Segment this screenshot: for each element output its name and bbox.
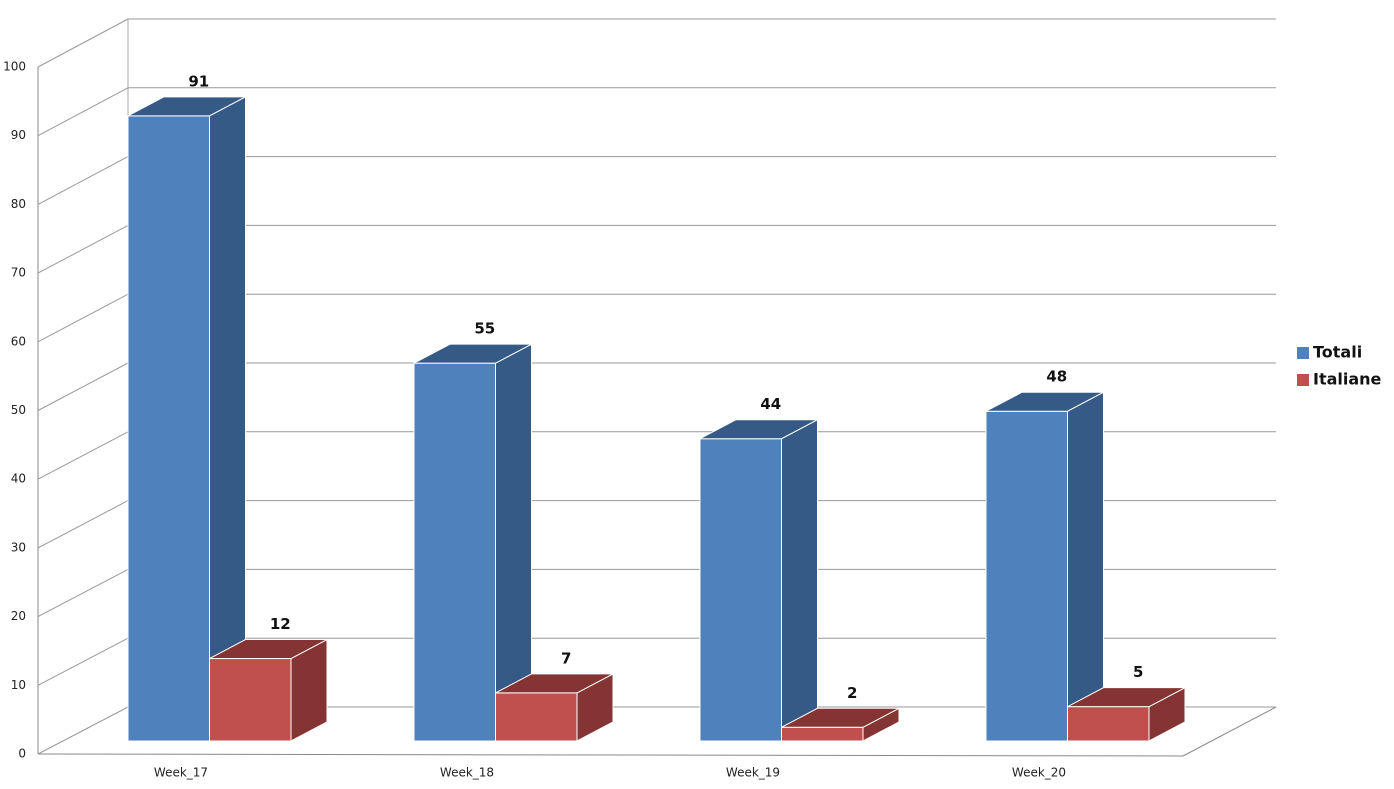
grid-line-side [37, 362, 129, 411]
bar-top [127, 96, 246, 117]
data-label: 5 [1133, 663, 1143, 681]
x-tick-label: Week_19 [726, 766, 780, 780]
y-tick-label: 90 [11, 128, 26, 142]
grid-line-side [37, 224, 129, 274]
legend-swatch [1297, 347, 1309, 359]
y-tick-label: 10 [11, 678, 26, 692]
bar-top [781, 707, 900, 728]
data-label: 7 [561, 649, 571, 667]
y-tick-label: 50 [11, 403, 26, 417]
data-label: 48 [1046, 368, 1067, 386]
data-label: 55 [474, 320, 495, 338]
floor-front [37, 753, 1184, 757]
y-tick-label: 100 [3, 60, 26, 74]
bar-top [495, 673, 614, 694]
bar-top [1067, 687, 1186, 708]
data-label: 44 [760, 395, 781, 413]
grid-line-side [37, 18, 129, 68]
bar-side [1067, 391, 1104, 742]
legend-swatch [1297, 374, 1309, 386]
floor-right [1182, 706, 1277, 757]
y-tick-label: 70 [11, 266, 26, 280]
y-tick-label: 30 [11, 540, 26, 554]
bar-top [699, 419, 818, 440]
grid-line-side [37, 568, 129, 618]
bar-front [1067, 706, 1150, 742]
grid-line-side [37, 87, 129, 137]
x-tick-label: Week_17 [154, 766, 208, 780]
bar-top [985, 391, 1104, 412]
grid-line-side [37, 431, 129, 480]
legend-label: Italiane [1313, 370, 1382, 389]
data-label: 2 [847, 684, 857, 702]
bar-front [781, 726, 864, 742]
legend-label: Totali [1313, 343, 1362, 362]
bar-side [781, 418, 818, 742]
y-tick-label: 20 [11, 609, 26, 623]
x-tick-label: Week_20 [1012, 766, 1066, 780]
y-tick-label: 40 [11, 472, 26, 486]
bar-top [413, 343, 532, 364]
y-tick-label: 80 [11, 197, 26, 211]
y-tick-label: 0 [18, 747, 26, 761]
grid-line-side [37, 156, 129, 205]
bar-front [127, 115, 210, 742]
bar-front [985, 410, 1068, 742]
bar-front [209, 658, 292, 742]
y-tick-label: 60 [11, 334, 26, 348]
grid-line-side [37, 637, 129, 686]
grid-line-side [37, 293, 129, 343]
grid-line-side [37, 500, 129, 549]
bar-front [699, 438, 782, 742]
data-label: 91 [188, 72, 209, 90]
bar-front [495, 692, 578, 742]
grid-line-side [37, 706, 129, 755]
x-tick-label: Week_18 [440, 766, 494, 780]
bar-front [413, 362, 496, 742]
data-label: 12 [270, 615, 291, 633]
bar-top [209, 639, 328, 660]
